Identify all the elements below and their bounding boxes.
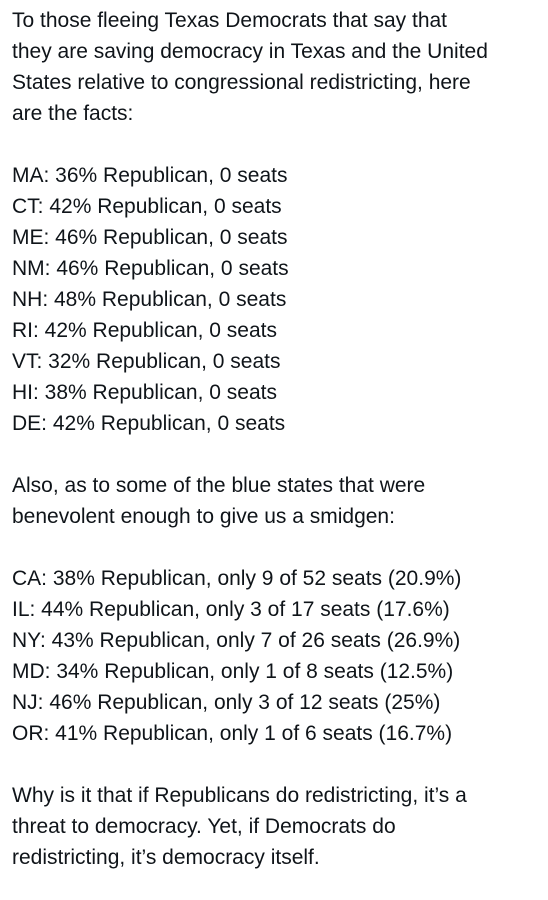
text-line: benevolent enough to give us a smidgen: bbox=[12, 505, 395, 528]
text-line: States relative to congressional redistr… bbox=[12, 71, 471, 94]
list-item: CT: 42% Republican, 0 seats bbox=[12, 195, 282, 218]
paragraph-gap bbox=[12, 439, 542, 470]
list-item: NY: 43% Republican, only 7 of 26 seats (… bbox=[12, 629, 461, 652]
list-item: NM: 46% Republican, 0 seats bbox=[12, 257, 289, 280]
list-item: MD: 34% Republican, only 1 of 8 seats (1… bbox=[12, 660, 454, 683]
some-seat-list: CA: 38% Republican, only 9 of 52 seats (… bbox=[12, 563, 542, 749]
text-line: To those fleeing Texas Democrats that sa… bbox=[12, 9, 448, 32]
list-item: CA: 38% Republican, only 9 of 52 seats (… bbox=[12, 567, 462, 590]
list-item: ME: 46% Republican, 0 seats bbox=[12, 226, 288, 249]
list-item: OR: 41% Republican, only 1 of 6 seats (1… bbox=[12, 722, 453, 745]
text-line: Also, as to some of the blue states that… bbox=[12, 474, 426, 497]
intro-paragraph: To those fleeing Texas Democrats that sa… bbox=[12, 5, 542, 129]
closing-paragraph: Why is it that if Republicans do redistr… bbox=[12, 780, 542, 873]
paragraph-gap bbox=[12, 129, 542, 160]
list-item: MA: 36% Republican, 0 seats bbox=[12, 164, 288, 187]
text-line: threat to democracy. Yet, if Democrats d… bbox=[12, 815, 396, 838]
list-item: VT: 32% Republican, 0 seats bbox=[12, 350, 281, 373]
text-line: are the facts: bbox=[12, 102, 134, 125]
post-text: To those fleeing Texas Democrats that sa… bbox=[12, 5, 542, 873]
text-line: redistricting, it’s democracy itself. bbox=[12, 846, 320, 869]
list-item: RI: 42% Republican, 0 seats bbox=[12, 319, 277, 342]
also-paragraph: Also, as to some of the blue states that… bbox=[12, 470, 542, 532]
paragraph-gap bbox=[12, 749, 542, 780]
list-item: HI: 38% Republican, 0 seats bbox=[12, 381, 277, 404]
list-item: IL: 44% Republican, only 3 of 17 seats (… bbox=[12, 598, 450, 621]
list-item: DE: 42% Republican, 0 seats bbox=[12, 412, 286, 435]
list-item: NJ: 46% Republican, only 3 of 12 seats (… bbox=[12, 691, 441, 714]
list-item: NH: 48% Republican, 0 seats bbox=[12, 288, 287, 311]
text-line: they are saving democracy in Texas and t… bbox=[12, 40, 488, 63]
paragraph-gap bbox=[12, 532, 542, 563]
text-line: Why is it that if Republicans do redistr… bbox=[12, 784, 467, 807]
zero-seat-list: MA: 36% Republican, 0 seats CT: 42% Repu… bbox=[12, 160, 542, 439]
